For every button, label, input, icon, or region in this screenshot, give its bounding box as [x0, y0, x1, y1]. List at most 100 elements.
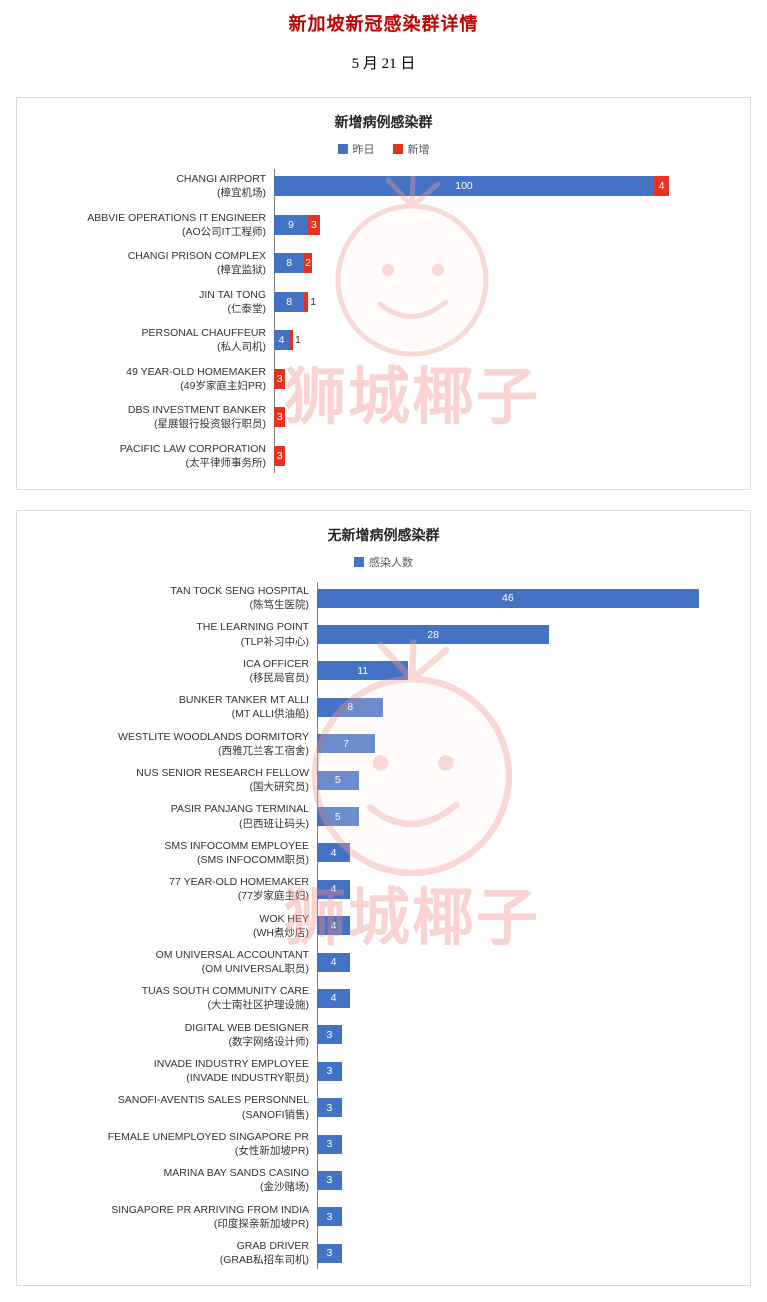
bar-value-outside: 1: [310, 295, 317, 308]
bar-segment-yesterday: 8: [274, 253, 305, 274]
bar-segment-infected: 11: [317, 661, 409, 681]
chart-new-case-clusters: 新增病例感染群 昨日 新增 CHANGI AIRPORT (樟宜机场) 100 4 ABB…: [16, 97, 751, 490]
bar-segment-new: [289, 330, 293, 351]
category-label: CHANGI PRISON COMPLEX (樟宜监狱): [27, 249, 274, 277]
category-label: 77 YEAR-OLD HOMEMAKER (77岁家庭主妇): [27, 875, 317, 903]
bar-segment-new: 3: [274, 407, 286, 428]
chart1-plot: CHANGI AIRPORT (樟宜机场) 100 4 ABBVIE OPERATION…: [27, 167, 740, 475]
legend-label-infected: 感染人数: [369, 557, 413, 569]
chart-row: FEMALE UNEMPLOYED SINGAPORE PR (女性新加坡PR) 3: [27, 1126, 740, 1162]
category-name-zh: (77岁家庭主妇): [237, 890, 309, 903]
bar-segment-infected: 3: [317, 1243, 342, 1263]
category-name-zh: (SMS INFOCOMM职员): [197, 853, 309, 866]
bar-segment-infected: 46: [317, 588, 699, 608]
bar-segment-infected: 3: [317, 1170, 342, 1190]
category-name-en: PACIFIC LAW CORPORATION: [119, 442, 266, 455]
page-date: 5 月 21 日: [351, 56, 416, 72]
category-name-zh: (仁泰堂): [227, 302, 267, 315]
category-name-zh: (49岁家庭主妇PR): [180, 379, 266, 392]
chart-row: SANOFI-AVENTIS SALES PERSONNEL (SANOFI销售)…: [27, 1089, 740, 1125]
legend-swatch-new: [392, 144, 403, 154]
chart-row: 49 YEAR-OLD HOMEMAKER (49岁家庭主妇PR) 3: [27, 360, 740, 399]
legend-label-new: 新增: [407, 144, 430, 156]
bar-track: 4: [317, 843, 740, 863]
category-name-zh: (WH煮炒店): [253, 926, 309, 939]
bar-track: 3: [317, 1061, 740, 1081]
bar-segment-infected: 3: [317, 1098, 342, 1118]
category-name-zh: (印度探亲新加坡PR): [213, 1217, 309, 1230]
bar-track: 28: [317, 625, 740, 645]
bar-segment-infected: 7: [317, 734, 376, 754]
bar-track: 7: [317, 734, 740, 754]
category-name-zh: (OM UNIVERSAL职员): [201, 963, 309, 976]
category-name-zh: (TLP补习中心): [240, 635, 309, 648]
chart-row: TUAS SOUTH COMMUNITY CARE (大士南社区护理设施) 4: [27, 980, 740, 1016]
category-name-en: 49 YEAR-OLD HOMEMAKER: [126, 365, 266, 378]
bar-track: 3: [317, 1098, 740, 1118]
chart-row: ABBVIE OPERATIONS IT ENGINEER (AO公司IT工程师)…: [27, 206, 740, 245]
chart-row: BUNKER TANKER MT ALLI (MT ALLI供油船) 8: [27, 689, 740, 725]
category-label: 49 YEAR-OLD HOMEMAKER (49岁家庭主妇PR): [27, 365, 274, 393]
bar-track: 3: [274, 368, 740, 389]
category-name-en: SANOFI-AVENTIS SALES PERSONNEL: [117, 1094, 309, 1107]
category-name-en: TUAS SOUTH COMMUNITY CARE: [141, 985, 309, 998]
bar-track: 3: [274, 407, 740, 428]
category-name-en: SINGAPORE PR ARRIVING FROM INDIA: [111, 1203, 309, 1216]
bar-segment-new: 3: [274, 445, 286, 466]
category-name-zh: (INVADE INDUSTRY职员): [186, 1072, 309, 1085]
category-label: THE LEARNING POINT (TLP补习中心): [27, 620, 317, 648]
category-name-zh: (金沙赌场): [260, 1181, 309, 1194]
category-label: OM UNIVERSAL ACCOUNTANT (OM UNIVERSAL职员): [27, 948, 317, 976]
category-name-en: BUNKER TANKER MT ALLI: [178, 694, 309, 707]
bar-track: 8: [317, 697, 740, 717]
category-name-en: ICA OFFICER: [243, 657, 309, 670]
chart2-legend: 感染人数: [27, 554, 740, 570]
legend-swatch-yesterday: [337, 144, 348, 154]
bar-segment-infected: 4: [317, 843, 351, 863]
chart-row: MARINA BAY SANDS CASINO (金沙赌场) 3: [27, 1162, 740, 1198]
chart-row: OM UNIVERSAL ACCOUNTANT (OM UNIVERSAL职员) 4: [27, 944, 740, 980]
page-title: 新加坡新冠感染群详情: [288, 14, 479, 34]
chart-row: PACIFIC LAW CORPORATION (太平律师事务所) 3: [27, 437, 740, 476]
bar-track: 4: [317, 952, 740, 972]
category-name-en: WOK HEY: [259, 912, 309, 925]
chart-row: TAN TOCK SENG HOSPITAL (陈笃生医院) 46: [27, 580, 740, 616]
category-name-zh: (大士南社区护理设施): [207, 999, 310, 1012]
legend-item-yesterday: 昨日: [337, 141, 375, 157]
category-label: ABBVIE OPERATIONS IT ENGINEER (AO公司IT工程师): [27, 211, 274, 239]
bar-track: 3: [317, 1207, 740, 1227]
category-name-en: NUS SENIOR RESEARCH FELLOW: [136, 766, 309, 779]
category-name-zh: (私人司机): [217, 341, 266, 354]
category-name-en: PERSONAL CHAUFFEUR: [141, 327, 266, 340]
category-name-zh: (陈笃生医院): [249, 599, 310, 612]
chart-row: CHANGI AIRPORT (樟宜机场) 100 4: [27, 167, 740, 206]
bar-track: 46: [317, 588, 740, 608]
category-name-en: JIN TAI TONG: [199, 288, 266, 301]
bar-segment-infected: 3: [317, 1134, 342, 1154]
category-label: TUAS SOUTH COMMUNITY CARE (大士南社区护理设施): [27, 984, 317, 1012]
bar-segment-yesterday: 8: [274, 291, 305, 312]
chart-row: ICA OFFICER (移民局官员) 11: [27, 653, 740, 689]
category-name-zh: (国大研究员): [249, 781, 310, 794]
bar-segment-infected: 3: [317, 1061, 342, 1081]
bar-segment-infected: 4: [317, 879, 351, 899]
category-name-en: SMS INFOCOMM EMPLOYEE: [164, 839, 309, 852]
chart-row: 77 YEAR-OLD HOMEMAKER (77岁家庭主妇) 4: [27, 871, 740, 907]
category-label: FEMALE UNEMPLOYED SINGAPORE PR (女性新加坡PR): [27, 1130, 317, 1158]
category-label: SINGAPORE PR ARRIVING FROM INDIA (印度探亲新加坡…: [27, 1203, 317, 1231]
bar-track: 4: [317, 879, 740, 899]
chart-no-new-case-clusters: 无新增病例感染群 感染人数 TAN TOCK SENG HOSPITAL (陈笃生…: [16, 510, 751, 1287]
category-name-en: CHANGI AIRPORT: [176, 173, 266, 186]
category-name-zh: (樟宜机场): [217, 187, 266, 200]
category-name-zh: (女性新加坡PR): [234, 1145, 309, 1158]
category-name-en: DIGITAL WEB DESIGNER: [184, 1021, 309, 1034]
chart-row: DBS INVESTMENT BANKER (星展银行投资银行职员) 3: [27, 398, 740, 437]
category-label: NUS SENIOR RESEARCH FELLOW (国大研究员): [27, 766, 317, 794]
bar-track: 11: [317, 661, 740, 681]
bar-segment-infected: 4: [317, 916, 351, 936]
category-name-en: PASIR PANJANG TERMINAL: [170, 803, 309, 816]
bar-track: 5: [317, 770, 740, 790]
chart-row: GRAB DRIVER (GRAB私招车司机) 3: [27, 1235, 740, 1271]
